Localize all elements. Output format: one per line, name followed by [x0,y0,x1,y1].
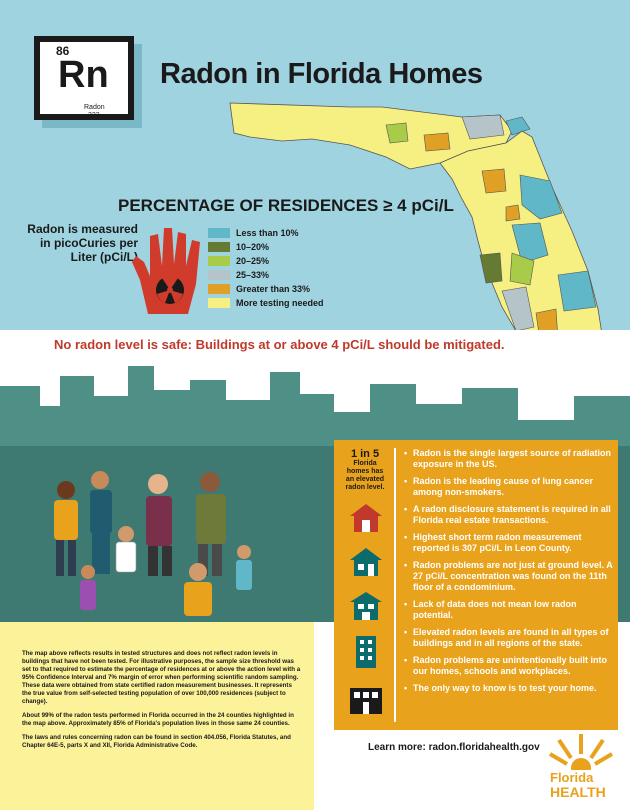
legend-item: Less than 10% [208,226,324,240]
house-icon [350,504,382,532]
element-name: Radon [84,104,105,111]
page-title: Radon in Florida Homes [160,58,483,90]
map-county-orange-2 [481,168,507,194]
measure-unit-text: Radon is measured in picoCuries per Lite… [27,222,138,264]
chart-title: PERCENTAGE OF RESIDENCES ≥ 4 pCi/L [118,196,454,215]
map-county-orange-1 [423,132,451,152]
facts-list: Radon is the single largest source of ra… [404,448,616,700]
map-county-teal-2 [519,174,563,220]
map-county-olive [479,252,503,284]
fact-item: Radon is the leading cause of lung cance… [404,476,616,498]
sun-logo-icon [548,734,614,778]
fact-item: Highest short term radon measurement rep… [404,532,616,554]
legend-label: 25–33% [236,270,270,280]
family-people-group [54,471,252,616]
logo-text-florida: Florida [550,770,594,785]
legend-swatch [208,298,230,308]
fact-item: Elevated radon levels are found in all t… [404,627,616,649]
radon-element-tile: 86 Rn Radon 222 [34,36,134,120]
two-story-house-icon [350,592,382,620]
map-county-teal-3 [511,222,549,264]
legend-swatch [208,256,230,266]
legend-swatch [208,270,230,280]
note-paragraph: About 99% of the radon tests performed i… [22,712,294,727]
school-building-icon [350,688,382,714]
map-county-gray-2 [501,286,535,332]
map-legend: Less than 10% 10–20% 20–25% 25–33% Great… [208,226,324,310]
legend-swatch [208,242,230,252]
fact-item: Radon is the single largest source of ra… [404,448,616,470]
legend-label: 20–25% [236,256,270,266]
note-paragraph: The laws and rules concerning radon can … [22,734,291,749]
safety-banner: No radon level is safe: Buildings at or … [0,330,630,366]
safety-message: No radon level is safe: Buildings at or … [54,337,505,352]
legend-label: Greater than 33% [236,284,311,294]
fact-item: Radon problems are not just at ground le… [404,560,616,593]
radon-facts-panel: 1 in 5 Florida homes has an elevated rad… [334,440,618,730]
map-county-orange-3 [505,204,521,222]
statistic-ratio: 1 in 5 [350,448,380,460]
facts-divider [394,448,396,722]
legend-swatch [208,284,230,294]
legend-label: 10–20% [236,242,270,252]
fact-item: Lack of data does not mean low radon pot… [404,599,616,621]
map-county-green [385,122,409,144]
map-county-green-2 [509,252,535,286]
atomic-weight: 222 [88,112,100,119]
note-paragraph: The map above reflects results in tested… [22,650,301,705]
apartment-building-icon [356,636,376,668]
legend-label: Less than 10% [236,228,299,238]
map-county-teal-1 [505,116,531,136]
legend-item: 10–20% [208,240,324,254]
map-county-teal-4 [557,270,597,312]
florida-health-logo: Florida HEALTH [546,730,616,806]
element-symbol: Rn [58,54,109,96]
radiation-hand-icon [132,228,200,314]
atomic-number: 86 [56,44,70,58]
legend-item: 25–33% [208,268,324,282]
legend-swatch [208,228,230,238]
fact-item: Radon problems are unintentionally built… [404,655,616,677]
methodology-notes: The map above reflects results in tested… [0,622,314,810]
legend-item: More testing needed [208,296,324,310]
logo-text-health: HEALTH [550,784,606,800]
legend-item: 20–25% [208,254,324,268]
radon-statistic: 1 in 5 Florida homes has an elevated rad… [342,448,388,492]
legend-label: More testing needed [236,298,324,308]
legend-item: Greater than 33% [208,282,324,296]
map-county-gray-1 [461,114,505,140]
fact-item: A radon disclosure statement is required… [404,504,616,526]
learn-more-link[interactable]: Learn more: radon.floridahealth.gov [368,742,540,753]
fact-item: The only way to know is to test your hom… [404,683,616,694]
bungalow-icon [350,548,382,576]
statistic-text: Florida homes has an elevated radon leve… [345,460,385,491]
